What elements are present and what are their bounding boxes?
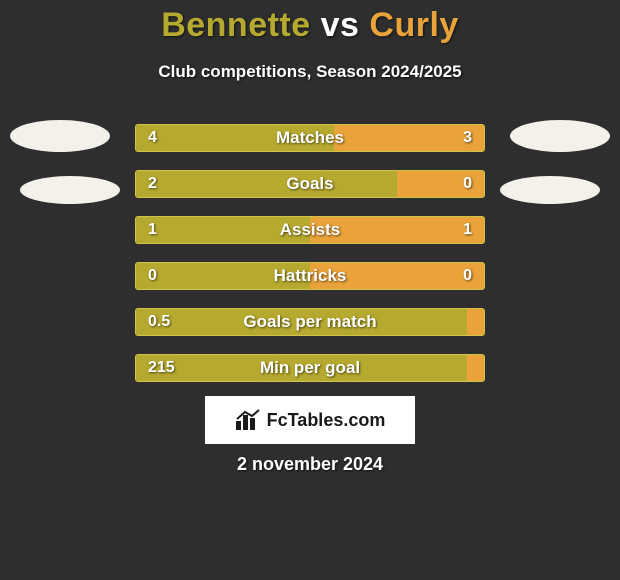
stat-row: 00Hattricks: [135, 262, 485, 290]
branding-text: FcTables.com: [267, 410, 386, 431]
footer-date: 2 november 2024: [0, 454, 620, 475]
stat-label: Goals per match: [136, 309, 484, 335]
stat-row: 0.5Goals per match: [135, 308, 485, 336]
stat-label: Goals: [136, 171, 484, 197]
stat-label: Min per goal: [136, 355, 484, 381]
stat-row: 215Min per goal: [135, 354, 485, 382]
comparison-card: Bennette vs Curly Club competitions, Sea…: [0, 0, 620, 580]
stat-row: 43Matches: [135, 124, 485, 152]
stat-bars: 43Matches 20Goals 11Assists 00Hattricks 0.5G…: [135, 124, 485, 400]
branding-badge: FcTables.com: [205, 396, 415, 444]
stat-label: Hattricks: [136, 263, 484, 289]
stat-label: Matches: [136, 125, 484, 151]
player1-badge-placeholder: [20, 176, 120, 204]
title: Bennette vs Curly: [0, 6, 620, 45]
title-vs: vs: [321, 6, 360, 44]
title-player1: Bennette: [161, 6, 310, 44]
player2-avatar-placeholder: [510, 120, 610, 152]
stat-row: 20Goals: [135, 170, 485, 198]
stat-label: Assists: [136, 217, 484, 243]
bars-icon: [235, 409, 261, 431]
stat-row: 11Assists: [135, 216, 485, 244]
player1-avatar-placeholder: [10, 120, 110, 152]
subtitle: Club competitions, Season 2024/2025: [0, 62, 620, 82]
player2-badge-placeholder: [500, 176, 600, 204]
title-player2: Curly: [369, 6, 458, 44]
